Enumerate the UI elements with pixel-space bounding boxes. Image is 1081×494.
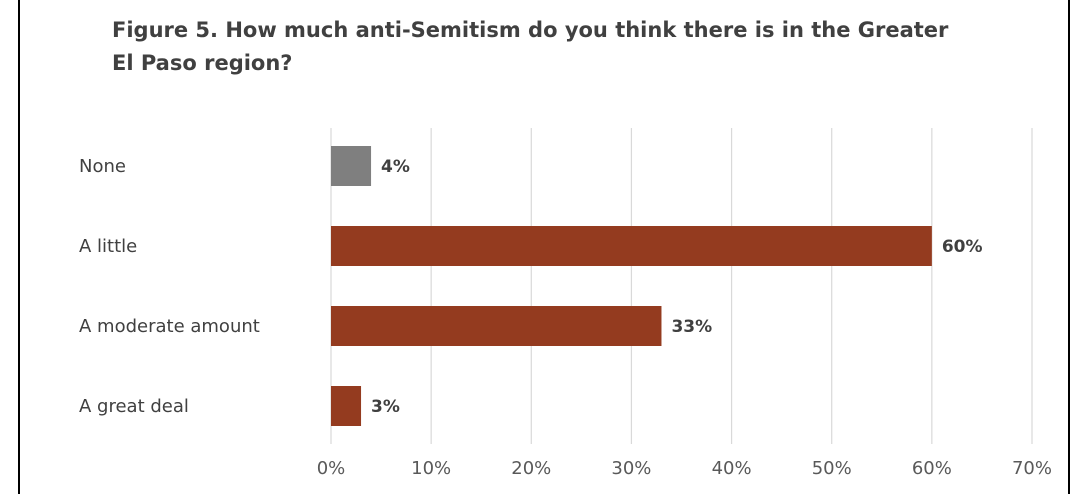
chart-title: Figure 5. How much anti-Semitism do you …: [112, 18, 949, 75]
category-label: None: [79, 156, 126, 177]
x-tick-label: 0%: [317, 458, 346, 479]
x-tick-label: 40%: [712, 458, 752, 479]
category-label: A great deal: [79, 396, 189, 417]
data-label: 4%: [381, 157, 410, 177]
x-tick-label: 30%: [611, 458, 651, 479]
bar: [331, 306, 662, 346]
data-label: 60%: [942, 237, 983, 257]
x-tick-label: 20%: [511, 458, 551, 479]
bar: [331, 146, 372, 186]
category-label: A moderate amount: [79, 316, 260, 337]
x-tick-label: 10%: [411, 458, 451, 479]
x-tick-label: 60%: [912, 458, 952, 479]
category-label: A little: [79, 236, 137, 257]
data-label: 3%: [371, 397, 400, 417]
data-label: 33%: [671, 317, 712, 337]
bar: [331, 386, 362, 426]
x-tick-label: 50%: [812, 458, 852, 479]
chart-frame: [18, 0, 1070, 494]
bar: [331, 226, 932, 266]
x-tick-label: 70%: [1012, 458, 1052, 479]
